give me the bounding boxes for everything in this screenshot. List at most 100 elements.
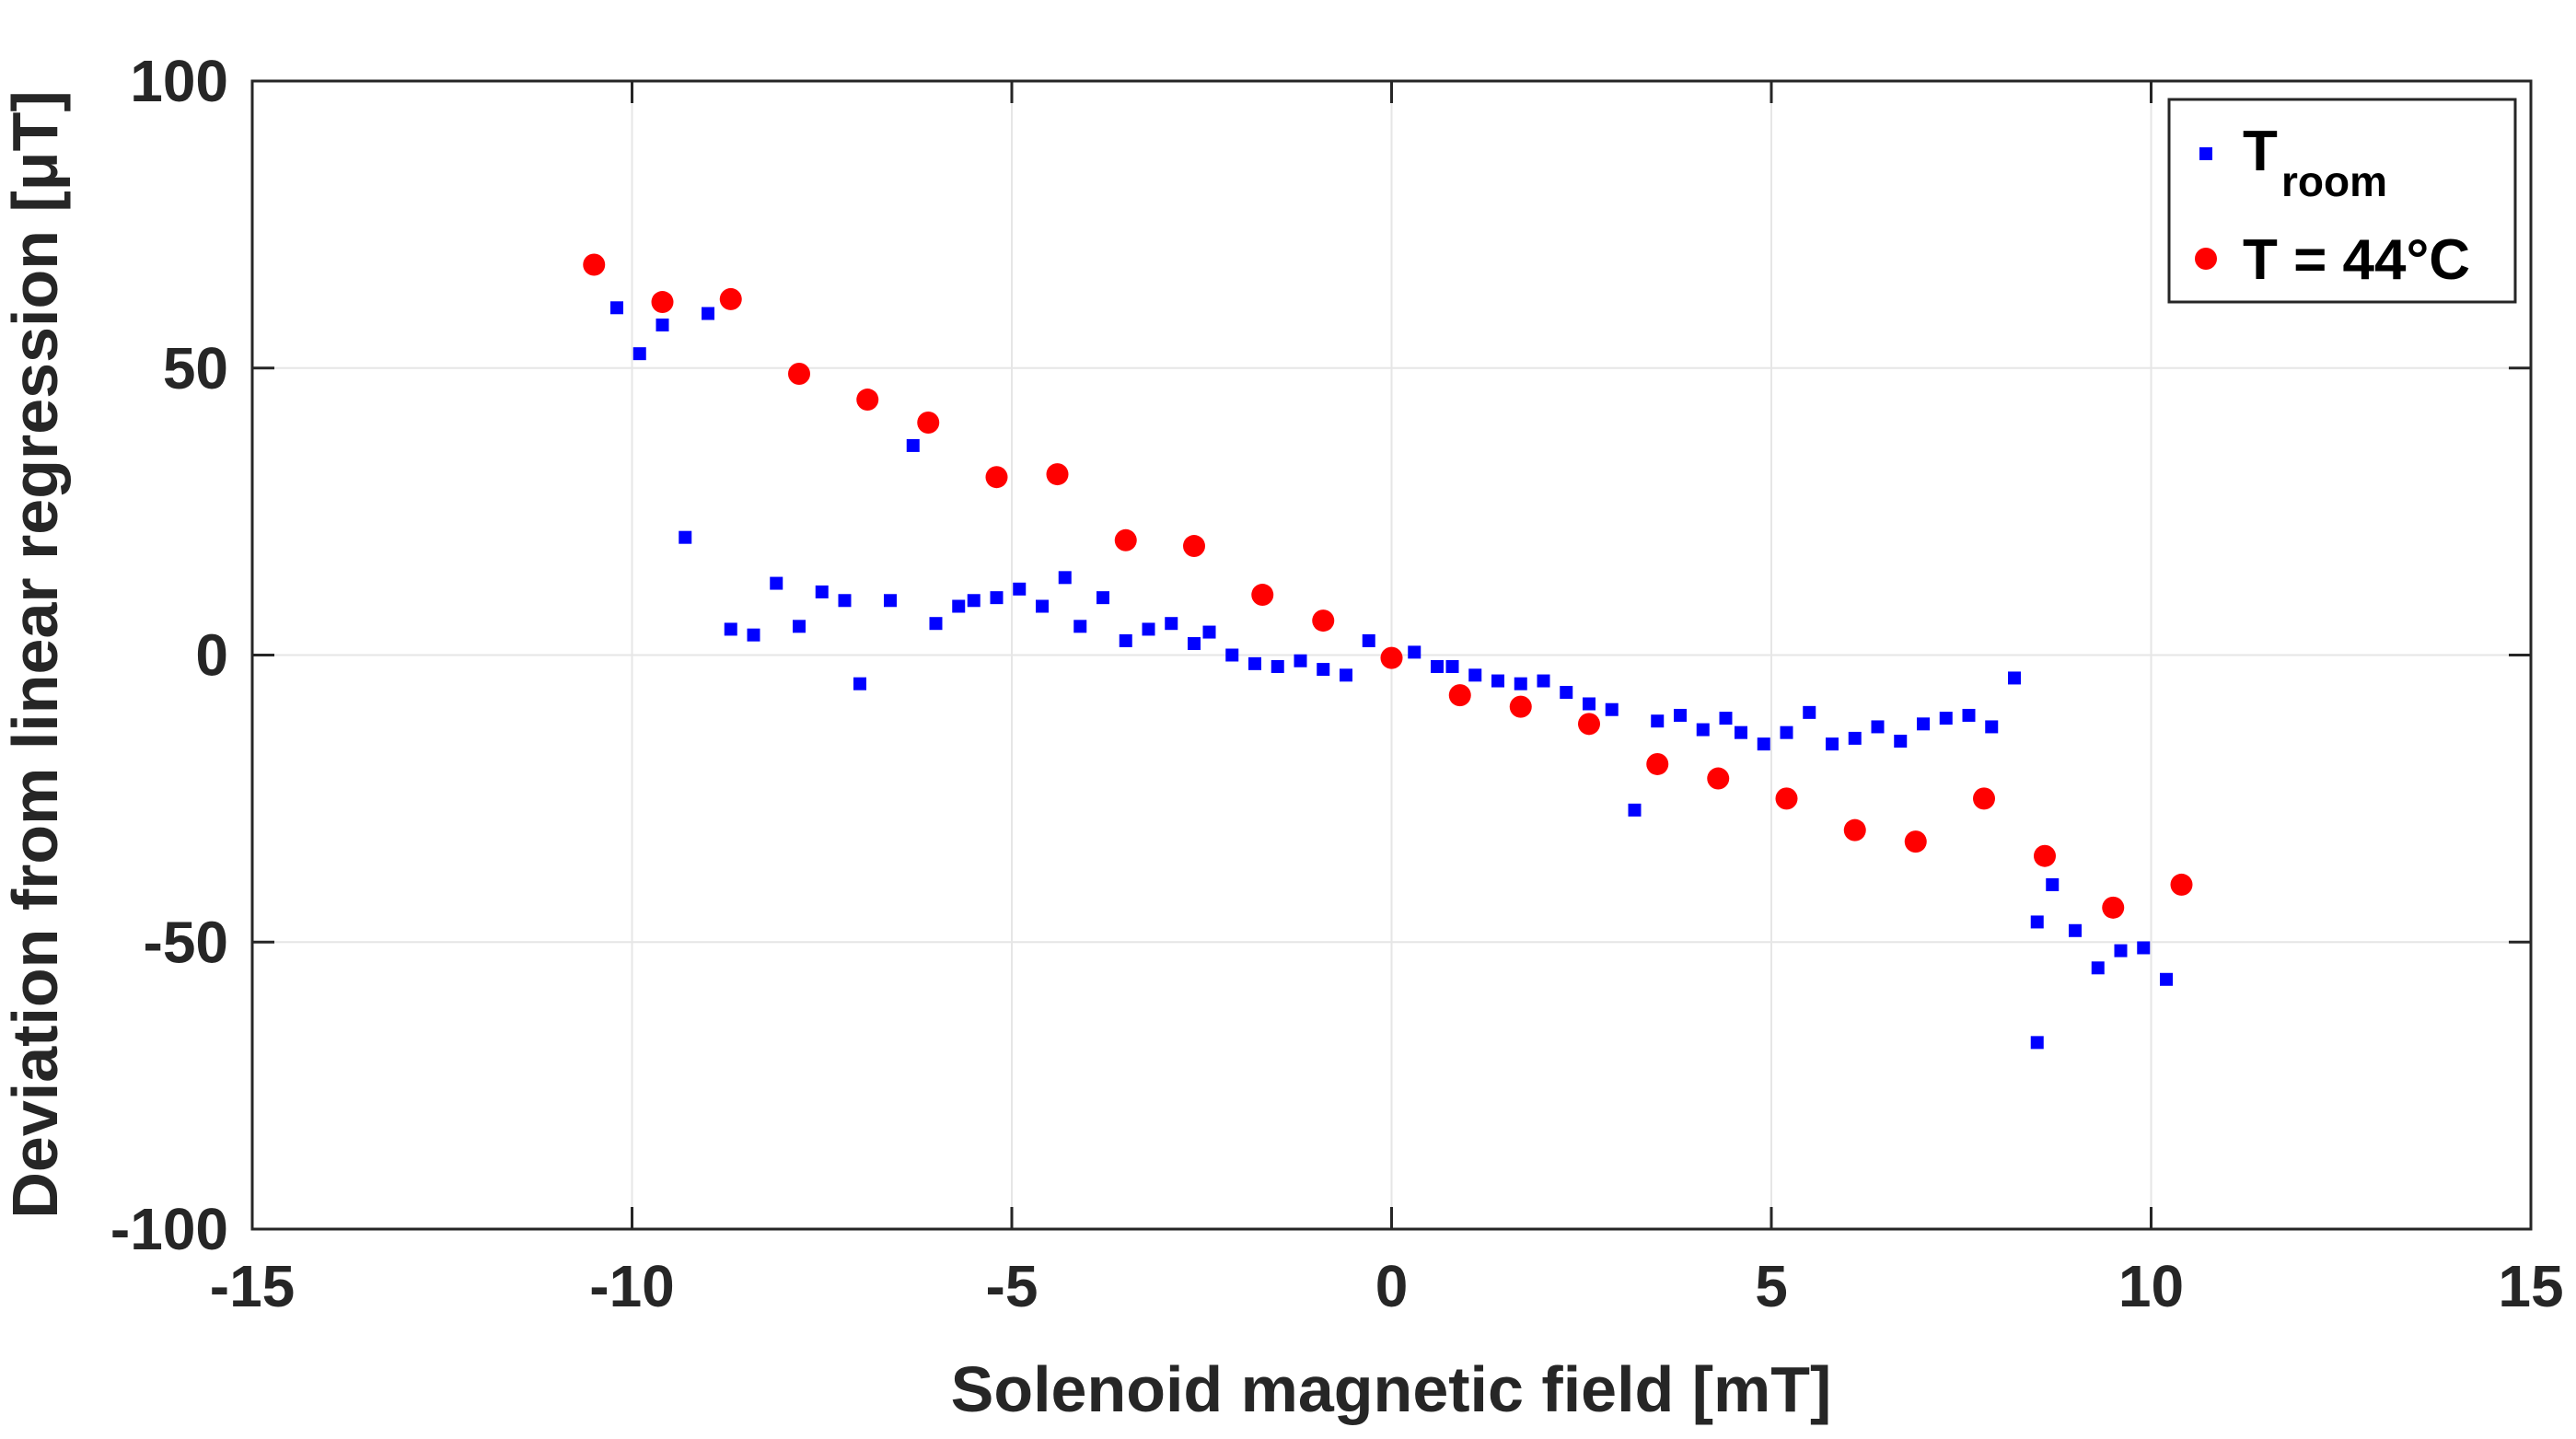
- data-point-troom: [884, 594, 897, 608]
- y-tick-label: 100: [130, 48, 228, 114]
- data-point-troom: [1317, 663, 1330, 677]
- data-point-troom: [838, 594, 852, 608]
- data-point-troom: [1445, 659, 1459, 673]
- data-point-t44: [1448, 684, 1471, 707]
- y-tick-label: -50: [144, 909, 229, 975]
- data-point-troom: [1735, 725, 1747, 739]
- y-axis-label: Deviation from linear regression [μT]: [0, 90, 71, 1218]
- data-point-troom: [1962, 708, 1976, 722]
- data-point-troom: [1119, 633, 1132, 647]
- data-point-troom: [1362, 633, 1375, 647]
- data-point-troom: [1826, 737, 1839, 751]
- y-tick-label: 50: [163, 335, 228, 401]
- data-point-troom: [1514, 677, 1527, 690]
- x-tick-label: 10: [2118, 1253, 2184, 1319]
- data-point-troom: [1013, 582, 1027, 596]
- data-point-troom: [1408, 645, 1421, 659]
- data-point-troom: [747, 628, 760, 642]
- data-point-troom: [2030, 1036, 2044, 1050]
- data-point-troom: [1036, 599, 1049, 613]
- data-point-troom: [1985, 720, 1999, 734]
- data-point-t44: [1904, 830, 1927, 853]
- data-point-troom: [1058, 571, 1072, 585]
- legend-label-troom-subscript: room: [2281, 157, 2387, 205]
- x-tick-label: 15: [2498, 1253, 2563, 1319]
- data-point-troom: [1848, 731, 1862, 745]
- legend-box: [2167, 98, 2517, 304]
- data-point-t44: [1707, 767, 1730, 790]
- data-point-troom: [1340, 668, 1352, 682]
- data-point-troom: [1225, 648, 1239, 662]
- data-point-troom: [1468, 668, 1482, 682]
- data-point-troom: [1674, 708, 1687, 722]
- data-point-troom: [1097, 591, 1109, 605]
- data-point-t44: [917, 411, 940, 434]
- y-tick-label: -100: [110, 1196, 228, 1262]
- data-point-troom: [1803, 705, 1816, 719]
- data-point-troom: [1248, 656, 1261, 670]
- data-point-troom: [990, 591, 1004, 605]
- data-point-t44: [2102, 896, 2125, 919]
- data-point-troom: [1491, 674, 1504, 688]
- data-point-t44: [719, 287, 742, 310]
- data-point-t44: [1973, 787, 1995, 810]
- data-point-troom: [702, 307, 714, 320]
- data-point-t44: [1509, 695, 1532, 718]
- data-point-troom: [724, 622, 737, 636]
- data-point-troom: [1871, 720, 1885, 734]
- data-point-troom: [1719, 712, 1733, 725]
- data-point-t44: [1843, 818, 1866, 841]
- data-point-troom: [967, 594, 981, 608]
- x-tick-label: -10: [589, 1253, 675, 1319]
- data-point-t44: [985, 466, 1008, 489]
- data-point-t44: [1775, 787, 1798, 810]
- data-point-troom: [1651, 714, 1665, 728]
- data-point-troom: [1202, 625, 1216, 639]
- data-point-troom: [1780, 725, 1793, 739]
- axis-ticks: [250, 79, 2533, 1231]
- data-point-troom: [2160, 972, 2173, 986]
- data-point-troom: [1431, 659, 1444, 673]
- x-tick-label: 0: [1375, 1253, 1409, 1319]
- data-point-t44: [1046, 463, 1069, 486]
- y-tick-label: 0: [195, 622, 228, 689]
- data-point-t44: [1312, 609, 1335, 632]
- data-point-troom: [770, 576, 783, 590]
- data-point-t44: [1183, 535, 1205, 558]
- data-point-t44: [1114, 528, 1137, 551]
- legend-marker-troom: [2199, 147, 2212, 160]
- x-axis-label: Solenoid magnetic field [mT]: [951, 1353, 1832, 1425]
- data-point-t44: [583, 253, 606, 276]
- data-point-troom: [1757, 737, 1770, 751]
- data-point-troom: [853, 677, 866, 690]
- data-point-troom: [815, 585, 829, 598]
- data-point-troom: [2046, 877, 2060, 891]
- legend-label-t44: T = 44°C: [2243, 228, 2470, 292]
- x-tick-label: -15: [210, 1253, 296, 1319]
- data-point-troom: [632, 347, 646, 361]
- data-point-troom: [1894, 735, 1908, 749]
- data-point-troom: [2091, 961, 2105, 975]
- data-point-troom: [1271, 659, 1284, 673]
- data-point-troom: [1142, 622, 1155, 636]
- data-point-t44: [788, 362, 810, 385]
- legend-marker-t44: [2195, 248, 2217, 270]
- data-point-troom: [679, 530, 692, 544]
- data-point-troom: [1165, 617, 1178, 631]
- data-point-troom: [2114, 944, 2128, 957]
- data-point-troom: [2137, 941, 2151, 955]
- data-point-t44: [856, 389, 879, 412]
- data-point-troom: [1939, 712, 1953, 725]
- data-point-troom: [656, 318, 669, 331]
- data-point-troom: [610, 301, 623, 315]
- data-point-t44: [651, 291, 674, 314]
- data-point-t44: [1646, 752, 1669, 775]
- data-point-troom: [793, 620, 806, 633]
- data-point-troom: [1188, 637, 1201, 651]
- data-point-troom: [2030, 915, 2044, 929]
- data-point-troom: [2008, 671, 2021, 685]
- data-point-troom: [906, 438, 920, 452]
- data-point-t44: [1380, 646, 1403, 669]
